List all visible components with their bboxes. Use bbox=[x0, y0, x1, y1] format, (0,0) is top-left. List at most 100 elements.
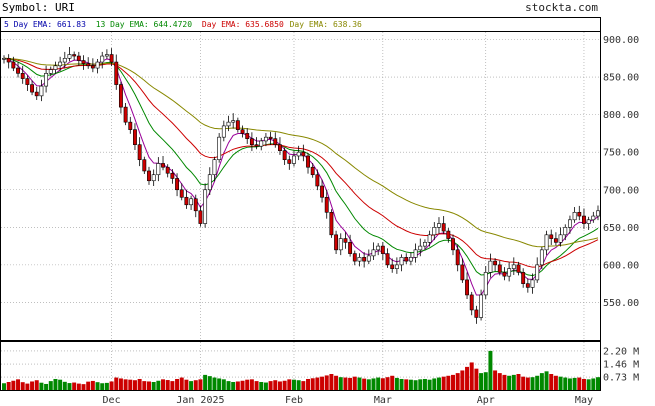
volume-bar bbox=[273, 380, 278, 390]
candle-body bbox=[577, 211, 582, 217]
volume-bar bbox=[118, 378, 123, 390]
volume-bar bbox=[109, 381, 114, 390]
volume-bar bbox=[577, 377, 582, 390]
candle-body bbox=[460, 264, 465, 281]
candle-body bbox=[221, 125, 226, 138]
volume-bar bbox=[39, 382, 44, 390]
volume-bar bbox=[2, 383, 6, 390]
volume-bar bbox=[320, 376, 325, 390]
volume-tick-label: 1.46 M bbox=[603, 360, 639, 371]
candle-body bbox=[380, 245, 385, 254]
candle-body bbox=[118, 84, 123, 108]
candle-body bbox=[446, 230, 451, 239]
candle-body bbox=[104, 54, 109, 57]
volume-bar bbox=[488, 350, 493, 390]
volume-bar bbox=[212, 377, 217, 390]
date-label: Jan 2025 bbox=[176, 395, 224, 406]
candle-body bbox=[338, 238, 343, 251]
candle-body bbox=[408, 257, 413, 262]
date-label: May bbox=[575, 395, 593, 406]
candle-body bbox=[254, 144, 259, 147]
volume-bar bbox=[306, 378, 311, 390]
volume-bar bbox=[357, 377, 362, 390]
volume-bar bbox=[385, 377, 390, 390]
volume-bar bbox=[343, 377, 348, 390]
volume-bar bbox=[507, 375, 512, 390]
candle-body bbox=[161, 163, 165, 168]
volume-bar bbox=[95, 382, 100, 390]
candle-body bbox=[348, 242, 353, 254]
volume-bar bbox=[362, 378, 367, 390]
volume-bar bbox=[581, 378, 586, 390]
candle-body bbox=[207, 174, 212, 191]
volume-bar bbox=[147, 381, 151, 390]
volume-bar bbox=[516, 374, 521, 390]
candle-body bbox=[306, 155, 310, 168]
candle-body bbox=[390, 264, 395, 269]
volume-bar bbox=[165, 380, 170, 390]
volume-bar bbox=[479, 373, 484, 390]
candle-body bbox=[268, 136, 273, 139]
candle-body bbox=[539, 249, 544, 266]
candle-body bbox=[2, 57, 6, 60]
candle-body bbox=[235, 120, 240, 130]
volume-layer bbox=[2, 350, 600, 390]
candle-body bbox=[147, 170, 151, 182]
volume-bar bbox=[399, 378, 404, 390]
volume-bar bbox=[11, 380, 16, 390]
candle-body bbox=[366, 255, 371, 262]
candle-body bbox=[479, 294, 484, 318]
volume-bar bbox=[563, 377, 568, 390]
volume-bar bbox=[132, 380, 137, 390]
candle-body bbox=[521, 272, 526, 284]
candle-body bbox=[404, 257, 409, 262]
volume-bar bbox=[254, 381, 259, 390]
volume-bar bbox=[62, 381, 67, 390]
volume-bar bbox=[432, 378, 437, 390]
volume-bar bbox=[249, 379, 254, 390]
candle-body bbox=[20, 73, 25, 79]
candle-body bbox=[198, 210, 203, 224]
price-tick-label: 800.00 bbox=[603, 110, 639, 121]
candle-body bbox=[497, 264, 502, 273]
candle-body bbox=[76, 55, 81, 61]
ema-legend-5day: 5 Day EMA: 661.83 bbox=[4, 20, 86, 29]
volume-bar bbox=[530, 377, 535, 390]
volume-bar bbox=[408, 379, 413, 390]
candle-body bbox=[549, 234, 554, 239]
candle-body bbox=[558, 234, 563, 243]
volume-bar bbox=[338, 377, 343, 390]
volume-bar bbox=[493, 370, 498, 390]
volume-bar bbox=[441, 376, 446, 390]
candle-body bbox=[217, 136, 222, 161]
candle-body bbox=[315, 174, 320, 187]
candle-body bbox=[263, 136, 268, 142]
volume-bar bbox=[296, 380, 301, 390]
candle-body bbox=[423, 242, 427, 247]
candle-body bbox=[399, 257, 404, 266]
candle-body bbox=[488, 260, 493, 273]
volume-bar bbox=[465, 366, 470, 390]
ema-long-line bbox=[3, 57, 599, 248]
volume-bar bbox=[179, 377, 184, 390]
candle-body bbox=[170, 172, 175, 179]
candle-body bbox=[451, 238, 455, 251]
candle-body bbox=[273, 138, 278, 145]
volume-bar bbox=[371, 378, 376, 390]
candle-body bbox=[516, 264, 521, 273]
candle-body bbox=[572, 211, 577, 221]
volume-bar bbox=[366, 379, 371, 390]
candle-body bbox=[175, 178, 179, 191]
volume-bar bbox=[287, 379, 292, 390]
candle-body bbox=[151, 174, 156, 182]
candle-body bbox=[334, 234, 339, 251]
candle-body bbox=[371, 249, 376, 257]
candle-body bbox=[30, 84, 34, 93]
volume-bar bbox=[474, 368, 479, 390]
volume-bar bbox=[348, 377, 353, 390]
volume-bar bbox=[460, 370, 465, 390]
candle-body bbox=[133, 129, 137, 145]
volume-bar bbox=[235, 381, 240, 390]
candle-body bbox=[114, 61, 119, 85]
